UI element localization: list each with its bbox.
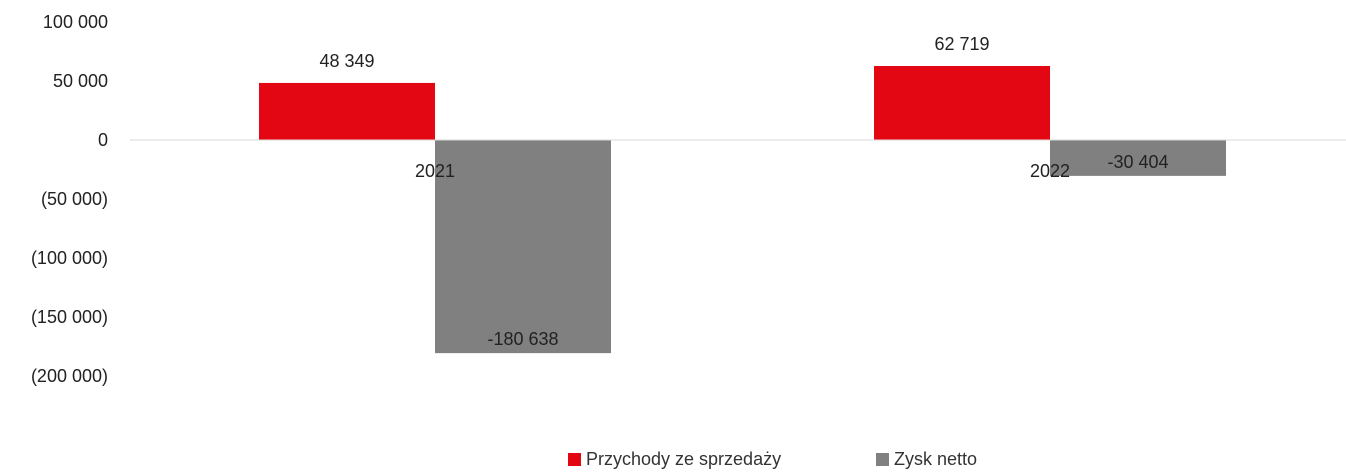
y-tick-label: 50 000	[53, 71, 108, 91]
data-label: -30 404	[1107, 152, 1168, 172]
legend-swatch	[568, 453, 581, 466]
legend-swatch	[876, 453, 889, 466]
y-tick-label: (50 000)	[41, 189, 108, 209]
bar	[874, 65, 1050, 140]
y-tick-label: (100 000)	[31, 248, 108, 268]
y-tick-label: (150 000)	[31, 307, 108, 327]
data-label: 62 719	[934, 34, 989, 54]
y-tick-label: (200 000)	[31, 366, 108, 386]
data-label: 48 349	[319, 51, 374, 71]
x-tick-label: 2022	[1030, 161, 1070, 181]
legend-label: Zysk netto	[894, 449, 977, 469]
y-tick-label: 0	[98, 130, 108, 150]
data-label: -180 638	[487, 329, 558, 349]
x-tick-label: 2021	[415, 161, 455, 181]
legend-label: Przychody ze sprzedaży	[586, 449, 781, 469]
bar	[259, 82, 435, 140]
bar	[435, 140, 611, 354]
bar	[1050, 140, 1226, 176]
y-tick-label: 100 000	[43, 12, 108, 32]
